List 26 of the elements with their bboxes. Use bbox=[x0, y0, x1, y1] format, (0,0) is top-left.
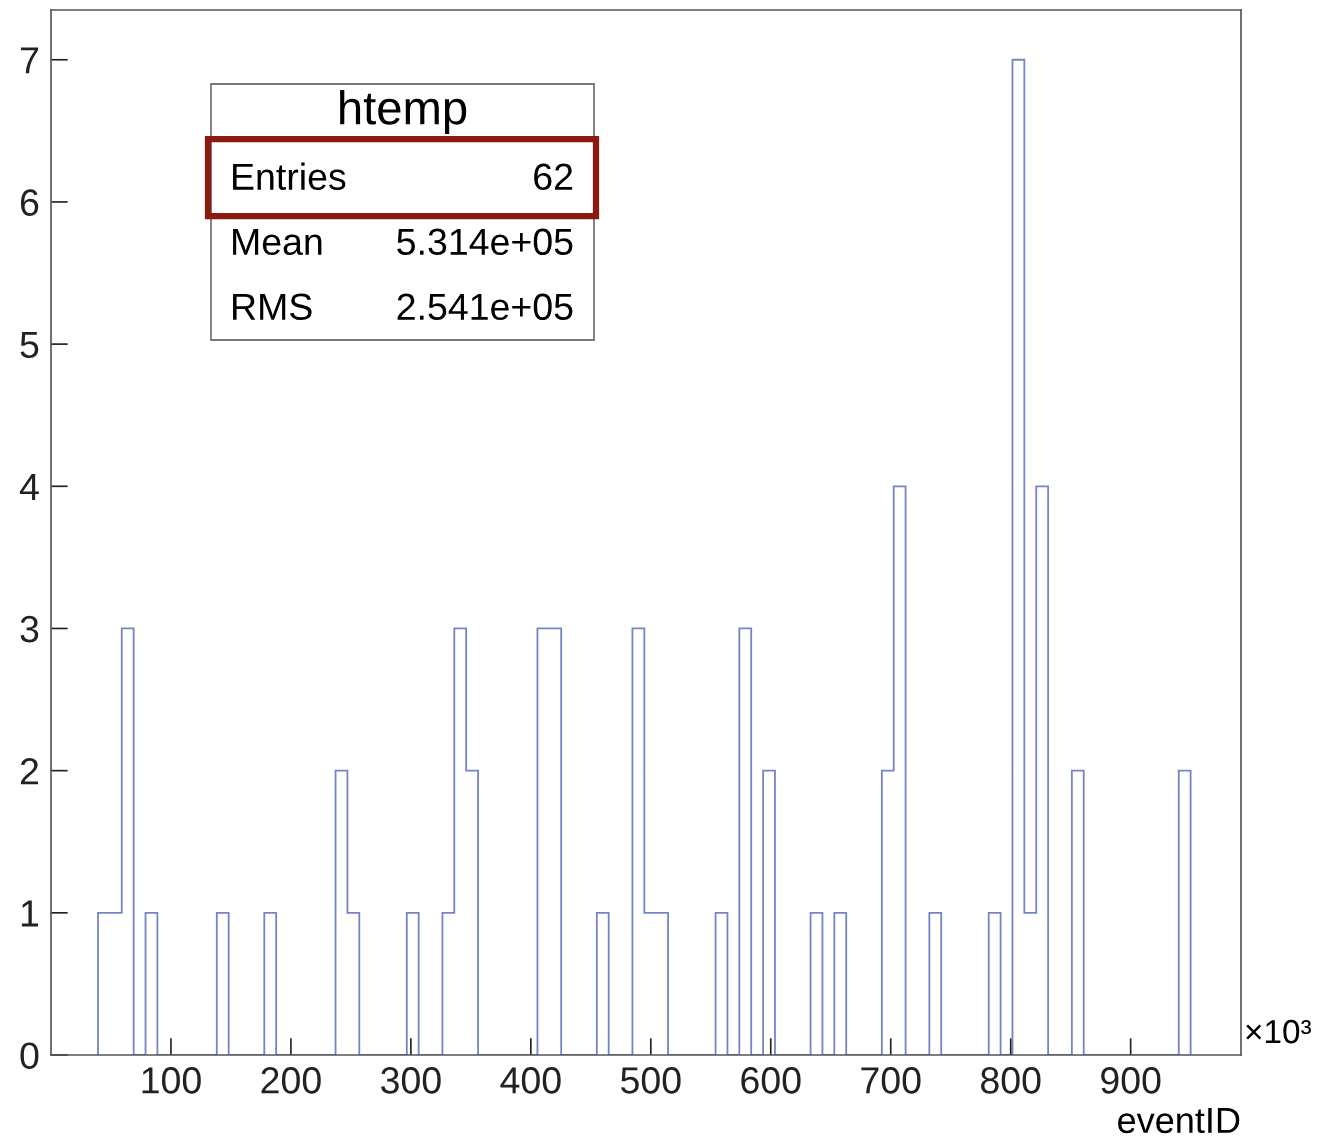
annotation: 62 bbox=[534, 163, 573, 191]
text: ×10³ bbox=[1246, 1019, 1311, 1044]
annotation: Entries bbox=[233, 162, 346, 191]
x-tick-label: 900 bbox=[1101, 1067, 1161, 1094]
x-tick-label: 500 bbox=[621, 1067, 681, 1094]
x-tick-label: 100 bbox=[142, 1067, 201, 1094]
annotation: RMS bbox=[233, 293, 312, 321]
y-tick-label: 5 bbox=[20, 331, 39, 359]
x-tick-label: 300 bbox=[381, 1067, 441, 1094]
x-tick-label: 400 bbox=[500, 1067, 561, 1094]
y-tick-label: 1 bbox=[21, 900, 39, 927]
y-tick-label: 7 bbox=[20, 47, 39, 74]
x-tick-label: 800 bbox=[981, 1067, 1041, 1094]
annotation: Mean bbox=[233, 228, 322, 256]
y-tick-label: 0 bbox=[20, 1042, 39, 1069]
x-tick-label: 200 bbox=[261, 1067, 321, 1094]
y-tick-label: 3 bbox=[20, 615, 39, 643]
x-axis-title: eventID bbox=[1118, 1107, 1240, 1134]
y-tick-label: 2 bbox=[20, 758, 39, 785]
annotation: 5.314e+05 bbox=[397, 228, 573, 256]
y-tick-label: 6 bbox=[20, 189, 39, 216]
y-tick-label: 4 bbox=[19, 474, 39, 500]
annotation: htemp bbox=[340, 89, 467, 135]
annotation: 2.541e+05 bbox=[397, 293, 573, 321]
x-tick-label: 600 bbox=[741, 1067, 801, 1094]
x-tick-label: 700 bbox=[861, 1067, 921, 1094]
